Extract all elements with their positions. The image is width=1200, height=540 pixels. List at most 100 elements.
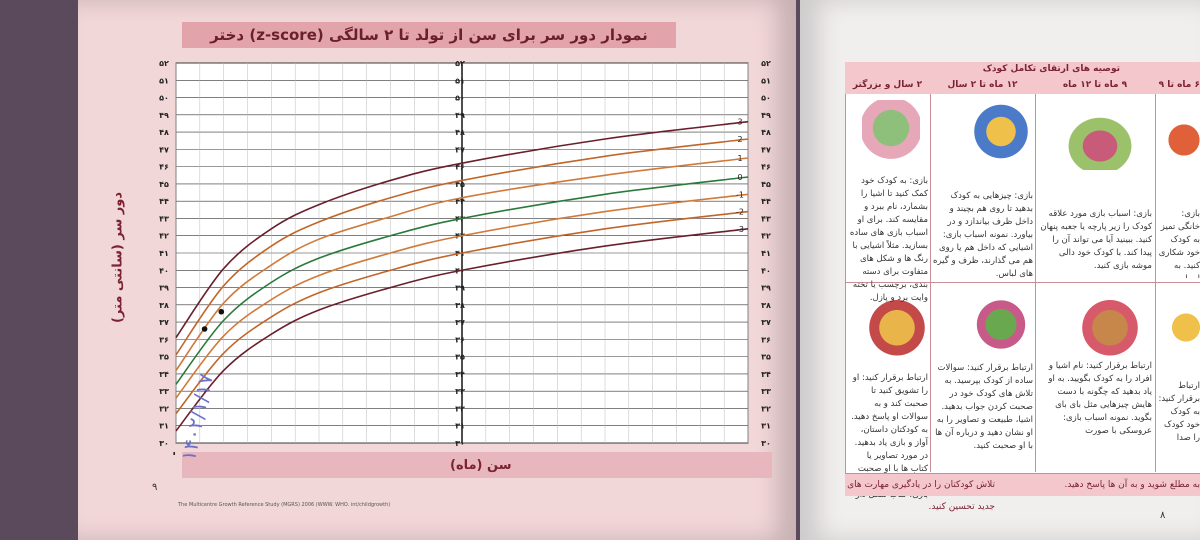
y-tick-label: ۳۴ [159, 370, 169, 379]
y-tick-label: ۳۴ [761, 370, 771, 379]
play-text-col2: بازی: چیزهایی به کودک بدهید تا روی هم بچ… [933, 190, 1033, 281]
comm-text: ارتباط برقرار کنید: به کودک خود کودک را … [1158, 381, 1200, 443]
y-tick-label: ۳۱ [761, 422, 771, 431]
y-tick-label: ۳۶ [761, 335, 771, 344]
y-tick-label: ۴۹ [761, 111, 771, 120]
y-tick-label: ۳۹ [761, 284, 771, 293]
y-tick-label: ۵۲ [761, 59, 771, 68]
x-axis-title: سن (ماه) [450, 458, 512, 473]
y-tick-label: ۴۳ [761, 214, 771, 223]
right-page-number: ۸ [1160, 510, 1166, 521]
y-tick-label: ۴۱ [761, 249, 771, 258]
y-tick-label: ۴۸ [761, 128, 771, 137]
y-tick-label: ۵۰ [455, 94, 465, 103]
y-tick-label: ۳۸ [159, 301, 169, 310]
play-text-col3: بازی: اسباب بازی مورد علاقه کودک را زیر … [1040, 208, 1152, 273]
table-header: توصیه های ارتقای تکامل کودک ۲ سال و بزرگ… [845, 62, 1200, 94]
y-tick-label: ۴۴ [455, 197, 465, 206]
y-tick-label: ۳۲ [761, 404, 771, 413]
y-tick-label: ۴۲ [159, 232, 169, 241]
y-tick-label: ۴۰ [159, 266, 169, 275]
y-axis-title: دور سر (سانتی متر) [110, 192, 126, 324]
z-score-label: 0 [737, 173, 742, 182]
y-tick-label: ۳۵ [159, 353, 169, 362]
y-tick-label: ۳۰ [455, 439, 465, 448]
y-tick-label: ۳۵ [761, 353, 771, 362]
bottom-bar: تلاش کودکتان را در یادگیری مهارت های جدی… [845, 474, 1200, 512]
y-tick-label: ۳۷ [761, 318, 771, 327]
growth-chart: ۳۰ ۳۰ ۳۰ ۳۱ ۳۱ ۳۱ ۳۲ ۳۲ ۳۲ ۳۳ ۳۳ ۳۳ ۳۴ ۳۴ ۳۴ ۳۵ ۳۵ ۳۵ ۳۶ ۳۶… [159, 59, 771, 455]
comm-text-col3: ارتباط برقرار کنید: نام اشیا و افراد را … [1040, 360, 1152, 438]
illustration-baby-2 [1165, 300, 1200, 355]
y-tick-label: ۳۹ [159, 284, 169, 293]
comm-text-col4: ارتباط برقرار کنید: به کودک خود کودک را … [1158, 380, 1200, 460]
y-tick-label: ۳۳ [455, 387, 465, 396]
col-divider [930, 94, 931, 472]
y-tick-label: ۵۲ [159, 59, 169, 68]
left-page-number: ۹ [152, 482, 158, 493]
y-tick-label: ۴۹ [159, 111, 169, 120]
illustration-child-box [1075, 292, 1145, 357]
data-point [201, 326, 208, 332]
y-tick-label: ۳۱ [159, 422, 169, 431]
y-tick-label: ۴۷ [455, 145, 465, 154]
y-tick-label: ۵۰ [761, 94, 771, 103]
y-tick-label: ۳۵ [455, 353, 465, 362]
z-score-label: 1 [737, 154, 742, 163]
y-tick-label: ۳۷ [455, 318, 465, 327]
y-tick-label: ۴۱ [159, 249, 169, 258]
y-tick-label: ۵۱ [159, 76, 169, 85]
y-tick-label: ۳۷ [159, 318, 169, 327]
z-score-label: -3 [736, 225, 744, 234]
y-tick-label: ۴۲ [761, 232, 771, 241]
y-tick-label: ۴۷ [761, 145, 771, 154]
y-tick-label: ۳۸ [455, 301, 465, 310]
y-tick-label: ۴۷ [159, 145, 169, 154]
y-tick-label: ۵۲ [455, 59, 465, 68]
y-tick-label: ۳۴ [455, 370, 465, 379]
play-text-col4: بازی: خانگی تمیز به کودک خود شکاری کنید.… [1158, 208, 1200, 278]
footnote: The Multicentre Growth Reference Study (… [178, 502, 391, 508]
illustration-drawing [862, 292, 932, 357]
y-tick-label: ۴۵ [159, 180, 169, 189]
x-tick-label: تولد [167, 452, 185, 455]
y-tick-label: ۴۳ [159, 214, 169, 223]
y-tick-label: ۳۰ [761, 439, 771, 448]
col-header-3: ۹ ماه تا ۱۲ ماه [1062, 80, 1128, 90]
x-axis-title-bar [182, 452, 772, 478]
comm-text-col2: ارتباط برقرار کنید: سوالات ساده از کودک … [933, 362, 1033, 453]
comm-text: ارتباط برقرار کنید: نام اشیا و افراد را … [1048, 361, 1152, 436]
z-score-label: -1 [736, 190, 744, 199]
y-tick-label: ۴۹ [455, 111, 465, 120]
bottom-text-1: تلاش کودکتان را در یادگیری مهارت های جدی… [847, 480, 995, 512]
series-line-1 [175, 157, 749, 371]
y-tick-label: ۴۶ [761, 163, 771, 172]
y-tick-label: ۴۴ [761, 197, 771, 206]
y-tick-label: ۴۶ [455, 163, 465, 172]
illustration-mother-child [862, 100, 920, 170]
y-tick-label: ۳۳ [159, 387, 169, 396]
series-line--2 [175, 210, 749, 415]
play-text: بازی: چیزهایی به کودک بدهید تا روی هم بچ… [933, 191, 1033, 279]
y-tick-label: ۴۸ [455, 128, 465, 137]
illustration-baby-crawling [1060, 110, 1140, 170]
col-divider [1035, 94, 1036, 472]
col-header-2: ۱۲ ماه تا ۲ سال [947, 80, 1018, 90]
series-line-2 [175, 138, 749, 356]
y-tick-label: ۳۳ [761, 387, 771, 396]
chart-title: نمودار دور سر برای سن از تولد تا ۲ سالگی… [182, 22, 676, 48]
series-line--3 [175, 228, 749, 432]
y-tick-label: ۴۴ [159, 197, 169, 206]
play-text-col1: بازی: به کودک خود کمک کنید تا اشیا را بش… [848, 175, 928, 305]
y-tick-label: ۳۲ [159, 404, 169, 413]
data-point [218, 308, 225, 315]
play-text: بازی: خانگی تمیز به کودک خود شکاری کنید.… [1158, 209, 1200, 278]
y-tick-label: ۳۹ [455, 284, 465, 293]
y-tick-label: ۳۸ [761, 301, 771, 310]
illustration-mother-nature [972, 292, 1030, 357]
col-divider [1155, 94, 1156, 472]
y-tick-label: ۴۸ [159, 128, 169, 137]
y-tick-label: ۴۶ [159, 163, 169, 172]
illustration-child-playing [972, 100, 1030, 170]
y-tick-label: ۳۱ [455, 422, 465, 431]
